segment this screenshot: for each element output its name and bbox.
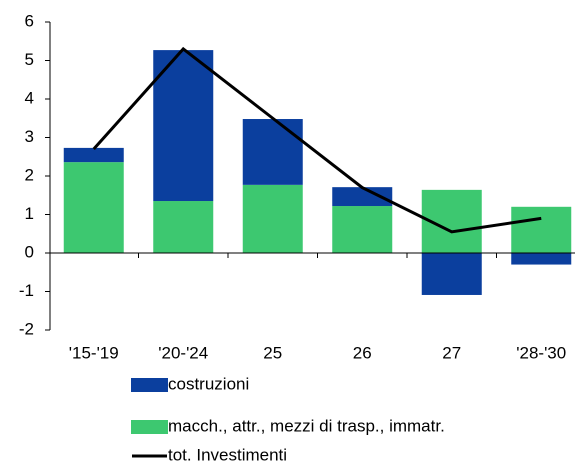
bar bbox=[332, 206, 393, 253]
legend-swatch bbox=[131, 378, 168, 392]
bar bbox=[63, 162, 124, 253]
x-tick-label: 27 bbox=[442, 343, 461, 362]
y-tick-label: 6 bbox=[25, 11, 34, 30]
y-tick-label: -1 bbox=[19, 281, 34, 300]
legend-label: macch., attr., mezzi di trasp., immatr. bbox=[168, 416, 445, 435]
x-tick-label: 26 bbox=[353, 343, 372, 362]
x-tick-label: '28-'30 bbox=[516, 343, 566, 362]
legend-label: tot. Investimenti bbox=[168, 445, 287, 464]
y-tick-label: -2 bbox=[19, 319, 34, 338]
x-tick-label: '20-'24 bbox=[158, 343, 208, 362]
y-tick-label: 3 bbox=[25, 127, 34, 146]
line bbox=[92, 46, 542, 234]
bar bbox=[153, 50, 214, 202]
legend-label: costruzioni bbox=[168, 374, 249, 393]
y-tick-label: 4 bbox=[25, 88, 34, 107]
y-tick-label: 1 bbox=[25, 204, 34, 223]
bar bbox=[511, 253, 572, 265]
bar bbox=[153, 201, 214, 253]
bar bbox=[63, 147, 124, 163]
bar bbox=[242, 119, 303, 185]
bar bbox=[511, 206, 572, 253]
y-tick-label: 0 bbox=[25, 242, 34, 261]
bar bbox=[421, 253, 482, 295]
x-tick-label: '15-'19 bbox=[69, 343, 119, 362]
x-tick-label: 25 bbox=[263, 343, 282, 362]
legend-swatch bbox=[131, 420, 168, 434]
y-tick-label: 2 bbox=[25, 165, 34, 184]
bar bbox=[242, 184, 303, 253]
y-tick-label: 5 bbox=[25, 50, 34, 69]
bar bbox=[332, 187, 393, 207]
